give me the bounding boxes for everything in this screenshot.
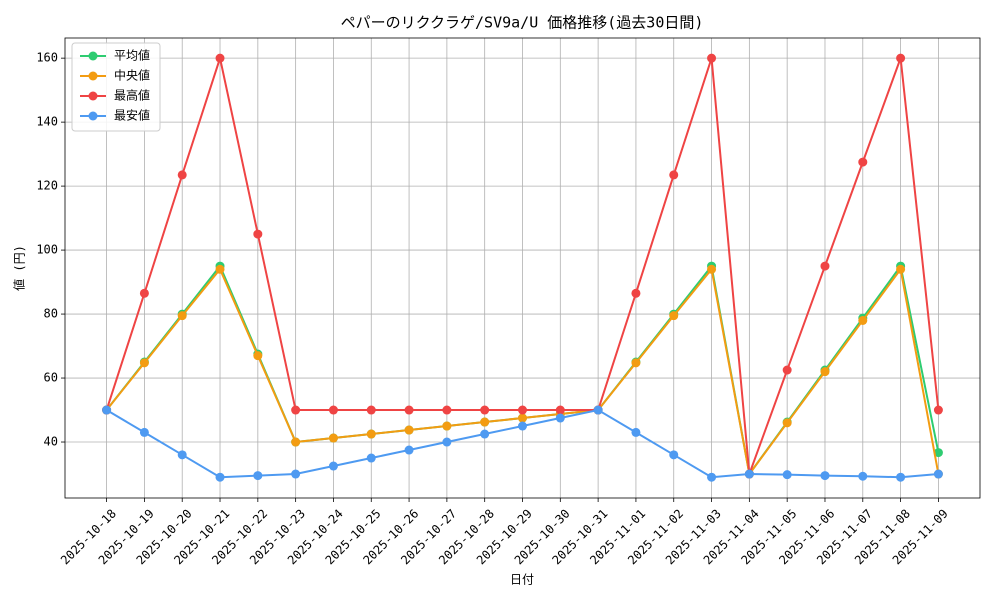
data-point bbox=[896, 264, 906, 274]
chart-title: ペパーのリククラゲ/SV9a/U 価格推移(過去30日間) bbox=[341, 14, 704, 32]
data-point bbox=[518, 413, 527, 423]
data-point bbox=[555, 413, 565, 423]
data-point bbox=[820, 367, 830, 377]
data-point bbox=[933, 405, 943, 415]
legend-label: 中央値 bbox=[114, 68, 150, 83]
data-point bbox=[366, 453, 376, 463]
y-tick-label: 100 bbox=[36, 243, 58, 257]
data-point bbox=[215, 472, 225, 482]
data-point bbox=[858, 315, 868, 325]
data-point bbox=[858, 157, 868, 167]
data-point bbox=[707, 472, 717, 482]
data-point bbox=[328, 433, 338, 443]
y-tick-label: 80 bbox=[44, 307, 58, 321]
data-point bbox=[404, 425, 414, 435]
data-point bbox=[291, 469, 301, 479]
data-point bbox=[253, 351, 263, 361]
data-point bbox=[291, 437, 301, 447]
data-point bbox=[215, 264, 225, 274]
data-point bbox=[631, 288, 641, 298]
data-point bbox=[442, 437, 452, 447]
data-point bbox=[669, 450, 679, 460]
data-point bbox=[139, 427, 149, 437]
data-point bbox=[442, 405, 452, 415]
y-axis-label: 値 (円) bbox=[12, 245, 27, 291]
data-point bbox=[631, 427, 641, 437]
data-point bbox=[896, 472, 906, 482]
data-point bbox=[253, 471, 263, 481]
data-point bbox=[707, 53, 717, 63]
data-point bbox=[366, 429, 376, 439]
legend-label: 最高値 bbox=[114, 88, 150, 103]
legend-marker bbox=[88, 51, 98, 61]
data-point bbox=[782, 365, 792, 375]
legend-marker bbox=[88, 111, 98, 121]
y-tick-label: 40 bbox=[44, 435, 58, 449]
data-point bbox=[518, 405, 527, 415]
y-tick-label: 140 bbox=[36, 115, 58, 129]
data-point bbox=[669, 311, 679, 321]
data-point bbox=[593, 405, 603, 415]
data-point bbox=[518, 421, 527, 431]
x-axis-label: 日付 bbox=[510, 573, 534, 587]
data-point bbox=[480, 405, 490, 415]
plot-frame bbox=[64, 37, 981, 499]
legend-marker bbox=[88, 91, 98, 101]
legend-box bbox=[71, 42, 161, 132]
data-point bbox=[328, 405, 338, 415]
y-tick-label: 160 bbox=[36, 51, 58, 65]
data-point bbox=[102, 405, 112, 415]
data-point bbox=[139, 358, 149, 368]
data-point bbox=[744, 469, 754, 479]
data-point bbox=[555, 405, 565, 415]
data-point bbox=[253, 229, 263, 239]
data-point bbox=[215, 53, 225, 63]
data-point bbox=[707, 264, 717, 274]
data-point bbox=[328, 461, 338, 471]
data-point bbox=[896, 53, 906, 63]
data-point bbox=[177, 450, 187, 460]
legend-label: 最安値 bbox=[114, 108, 150, 123]
data-point bbox=[782, 470, 792, 480]
data-point bbox=[366, 405, 376, 415]
data-point bbox=[177, 311, 187, 321]
data-point bbox=[820, 471, 830, 481]
data-point bbox=[631, 358, 641, 368]
data-point bbox=[820, 261, 830, 271]
legend-label: 平均値 bbox=[114, 48, 150, 63]
data-point bbox=[669, 170, 679, 180]
data-point bbox=[404, 445, 414, 455]
data-point bbox=[442, 421, 452, 431]
data-point bbox=[480, 417, 490, 427]
legend-marker bbox=[88, 71, 98, 81]
y-tick-label: 60 bbox=[44, 371, 58, 385]
data-point bbox=[291, 405, 301, 415]
data-point bbox=[404, 405, 414, 415]
data-point bbox=[933, 469, 943, 479]
y-tick-label: 120 bbox=[36, 179, 58, 193]
data-point bbox=[139, 288, 149, 298]
data-point bbox=[782, 418, 792, 428]
data-point bbox=[933, 448, 943, 458]
data-point bbox=[858, 471, 868, 481]
data-point bbox=[480, 429, 490, 439]
data-point bbox=[177, 170, 187, 180]
